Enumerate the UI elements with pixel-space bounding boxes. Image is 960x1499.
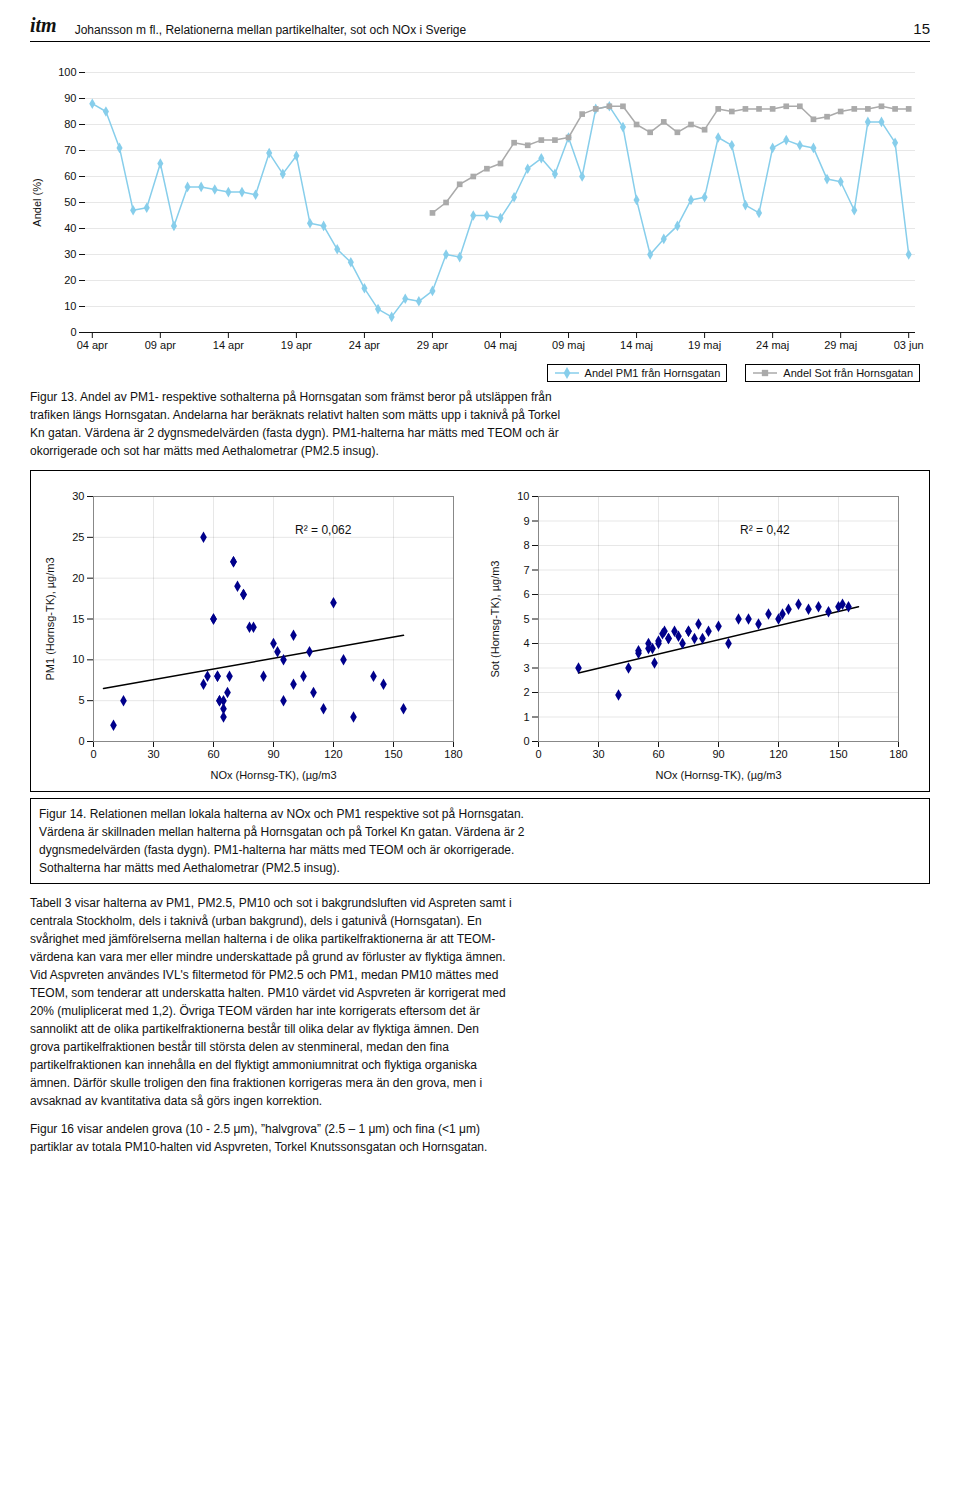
svg-text:29 maj: 29 maj: [824, 339, 857, 351]
svg-text:03 jun: 03 jun: [894, 339, 924, 351]
html-text:Johansson m fl., Relationerna: Johansson m fl., Relationerna mellan par…: [74, 23, 467, 37]
svg-text:8: 8: [523, 539, 529, 551]
svg-text:30: 30: [147, 748, 159, 760]
svg-text:180: 180: [889, 748, 907, 760]
svg-text:0: 0: [78, 735, 84, 747]
svg-text:20: 20: [72, 572, 84, 584]
svg-text:40: 40: [64, 222, 76, 234]
html-text:Figur 13. Andel av PM1- respek: Figur 13. Andel av PM1- respektive sotha…: [30, 390, 561, 458]
svg-text:Sot (Hornsg-TK), µg/m3: Sot (Hornsg-TK), µg/m3: [489, 561, 501, 678]
html-text:Andel Sot från Hornsgatan: Andel Sot från Hornsgatan: [783, 367, 913, 379]
svg-text:NOx (Hornsg-TK), (µg/m3: NOx (Hornsg-TK), (µg/m3: [655, 769, 781, 781]
svg-text:70: 70: [64, 144, 76, 156]
svg-text:NOx (Hornsg-TK), (µg/m3: NOx (Hornsg-TK), (µg/m3: [210, 769, 336, 781]
svg-text:19 apr: 19 apr: [281, 339, 313, 351]
svg-text:180: 180: [444, 748, 462, 760]
svg-text:7: 7: [523, 564, 529, 576]
svg-text:5: 5: [523, 613, 529, 625]
svg-text:10: 10: [517, 490, 529, 502]
svg-text:2: 2: [523, 686, 529, 698]
html-text:Tabell 3 visar halterna av PM1: Tabell 3 visar halterna av PM1, PM2.5, P…: [30, 896, 512, 1108]
svg-text:09 maj: 09 maj: [552, 339, 585, 351]
svg-text:24 apr: 24 apr: [349, 339, 381, 351]
svg-text:30: 30: [592, 748, 604, 760]
svg-text:60: 60: [64, 170, 76, 182]
svg-text:0: 0: [90, 748, 96, 760]
svg-text:60: 60: [207, 748, 219, 760]
svg-text:10: 10: [72, 653, 84, 665]
svg-text:20: 20: [64, 274, 76, 286]
svg-text:30: 30: [72, 490, 84, 502]
svg-text:0: 0: [70, 326, 76, 338]
svg-text:24 maj: 24 maj: [756, 339, 789, 351]
html-text:Andel PM1 från Hornsgatan: Andel PM1 från Hornsgatan: [584, 367, 721, 379]
svg-text:90: 90: [64, 92, 76, 104]
svg-text:5: 5: [78, 694, 84, 706]
svg-text:Andel (%): Andel (%): [31, 178, 43, 226]
svg-text:04 apr: 04 apr: [77, 339, 109, 351]
svg-text:1: 1: [523, 711, 529, 723]
svg-text:14 apr: 14 apr: [213, 339, 245, 351]
svg-text:0: 0: [535, 748, 541, 760]
html-text:Figur 16 visar andelen grova (: Figur 16 visar andelen grova (10 - 2.5 μ…: [30, 1122, 488, 1154]
svg-text:25: 25: [72, 531, 84, 543]
svg-text:3: 3: [523, 662, 529, 674]
svg-text:PM1 (Hornsg-TK), µg/m3: PM1 (Hornsg-TK), µg/m3: [44, 557, 56, 680]
svg-text:19 maj: 19 maj: [688, 339, 721, 351]
svg-text:6: 6: [523, 588, 529, 600]
svg-text:50: 50: [64, 196, 76, 208]
svg-text:0: 0: [523, 735, 529, 747]
svg-text:R² = 0,42: R² = 0,42: [740, 523, 790, 537]
svg-text:60: 60: [652, 748, 664, 760]
svg-text:150: 150: [384, 748, 402, 760]
svg-text:9: 9: [523, 515, 529, 527]
svg-text:29 apr: 29 apr: [417, 339, 449, 351]
svg-text:10: 10: [64, 300, 76, 312]
svg-text:90: 90: [267, 748, 279, 760]
svg-text:15: 15: [72, 613, 84, 625]
svg-text:30: 30: [64, 248, 76, 260]
svg-text:4: 4: [523, 637, 529, 649]
svg-text:80: 80: [64, 118, 76, 130]
svg-text:150: 150: [829, 748, 847, 760]
svg-text:90: 90: [712, 748, 724, 760]
html-text:itm: itm: [30, 14, 57, 36]
svg-text:14 maj: 14 maj: [620, 339, 653, 351]
svg-text:R² = 0,062: R² = 0,062: [295, 523, 352, 537]
svg-text:100: 100: [58, 66, 76, 78]
html-text:Figur 14. Relationen mellan lo: Figur 14. Relationen mellan lokala halte…: [39, 807, 525, 875]
html-text:15: 15: [913, 20, 930, 37]
svg-text:09 apr: 09 apr: [145, 339, 177, 351]
svg-text:120: 120: [324, 748, 342, 760]
svg-text:120: 120: [769, 748, 787, 760]
svg-text:04 maj: 04 maj: [484, 339, 517, 351]
